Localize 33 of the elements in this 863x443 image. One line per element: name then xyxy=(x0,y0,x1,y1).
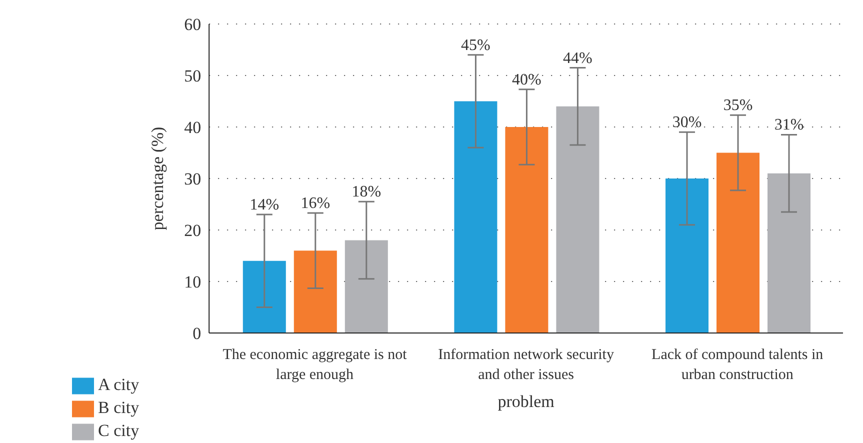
y-tick-label: 30 xyxy=(184,170,202,189)
data-label: 35% xyxy=(723,97,753,114)
bar xyxy=(716,152,760,333)
data-label: 31% xyxy=(774,116,804,134)
x-tick-label: The economic aggregate is not large enough xyxy=(222,347,408,383)
bar xyxy=(666,178,709,333)
y-tick-label: 20 xyxy=(184,221,202,240)
bar xyxy=(242,260,286,333)
y-tick-label: 60 xyxy=(184,15,202,34)
bar xyxy=(768,173,811,333)
y-tick-label: 0 xyxy=(192,324,202,344)
data-label: 45% xyxy=(461,36,490,54)
data-label: 44% xyxy=(563,50,592,67)
bar xyxy=(505,127,548,333)
y-axis-title: percentage (%) xyxy=(148,126,168,230)
legend-label: B city xyxy=(98,398,140,417)
legend-label: A city xyxy=(98,374,140,394)
data-label: 30% xyxy=(672,114,702,132)
legend-label: C city xyxy=(98,420,140,440)
bar xyxy=(294,250,337,333)
x-axis-title: problem xyxy=(498,392,554,412)
y-tick-label: 40 xyxy=(184,118,202,138)
data-label: 14% xyxy=(250,196,280,214)
bar xyxy=(344,240,388,333)
data-label: 18% xyxy=(352,184,382,201)
data-label: 16% xyxy=(300,195,330,212)
y-tick-label: 50 xyxy=(184,66,202,86)
x-tick-label: Lack of compound talents in urban construction xyxy=(652,347,824,383)
y-tick-label: 10 xyxy=(184,272,202,292)
x-tick-label: Information network security and other issues xyxy=(438,347,614,383)
data-label: 40% xyxy=(512,71,542,88)
bar xyxy=(454,101,498,333)
bar xyxy=(556,106,600,333)
